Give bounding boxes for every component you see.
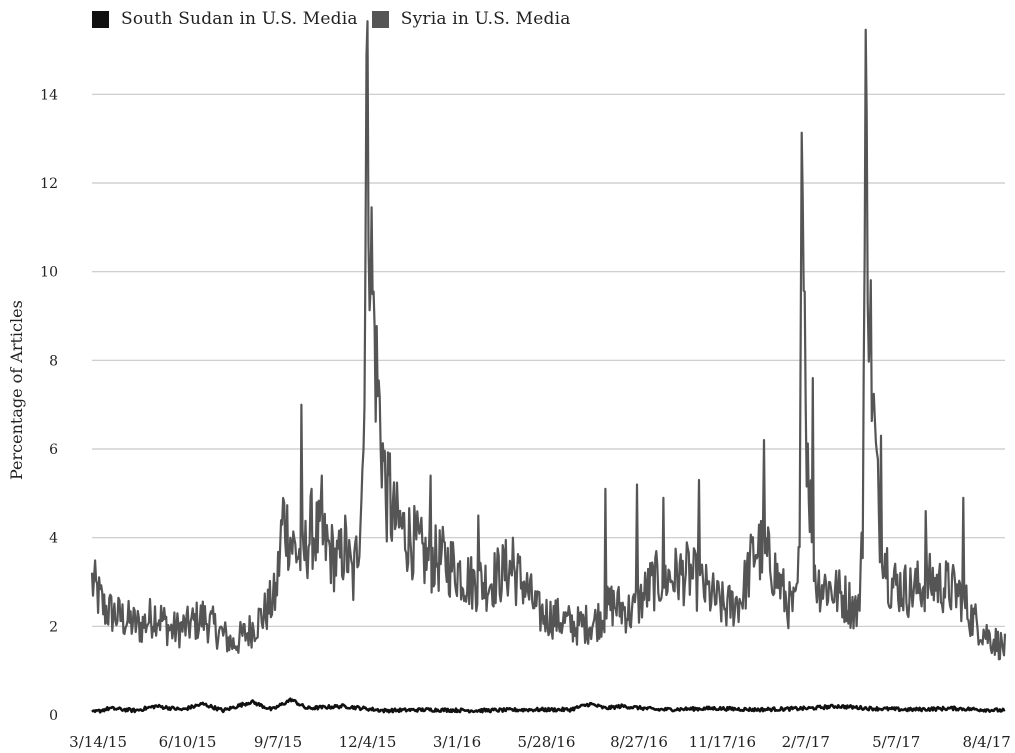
y-tick-label: 6 xyxy=(49,442,58,458)
x-tick-label: 12/4/15 xyxy=(339,733,397,751)
legend: South Sudan in U.S. Media Syria in U.S. … xyxy=(92,9,585,29)
y-tick-label: 0 xyxy=(49,708,58,724)
x-axis-ticks: 3/14/15 6/10/15 9/7/15 12/4/15 3/1/16 5/28/16… xyxy=(69,733,1011,751)
y-tick-label: 2 xyxy=(49,619,58,635)
x-tick-label: 9/7/15 xyxy=(254,733,302,751)
y-tick-label: 10 xyxy=(40,265,58,281)
x-tick-label: 11/17/16 xyxy=(689,733,756,751)
legend-swatch-syria xyxy=(371,10,389,28)
y-tick-label: 8 xyxy=(49,353,58,369)
legend-label-syria: Syria in U.S. Media xyxy=(400,9,571,29)
x-tick-label: 8/4/17 xyxy=(963,733,1011,751)
y-tick-label: 12 xyxy=(40,176,58,192)
x-tick-label: 5/7/17 xyxy=(872,733,920,751)
series-layer xyxy=(90,20,1007,714)
x-tick-label: 3/14/15 xyxy=(69,733,127,751)
y-tick-label: 4 xyxy=(49,531,58,547)
legend-label-south-sudan: South Sudan in U.S. Media xyxy=(121,9,358,29)
series-line-south-sudan xyxy=(91,697,1006,714)
x-tick-label: 3/1/16 xyxy=(433,733,481,751)
x-tick-label: 5/28/16 xyxy=(518,733,576,751)
y-axis-ticks: 0 2 4 6 8 10 12 14 xyxy=(40,87,58,724)
legend-item-south-sudan: South Sudan in U.S. Media xyxy=(92,9,358,29)
legend-item-syria: Syria in U.S. Media xyxy=(371,9,571,29)
y-tick-label: 14 xyxy=(40,87,58,103)
x-tick-label: 2/7/17 xyxy=(782,733,830,751)
y-axis-label: Percentage of Articles xyxy=(7,300,26,480)
series-line-syria xyxy=(90,20,1007,661)
legend-swatch-south-sudan xyxy=(92,10,109,28)
x-tick-label: 8/27/16 xyxy=(610,733,668,751)
x-tick-label: 6/10/15 xyxy=(159,733,217,751)
grid-lines xyxy=(92,93,1005,627)
